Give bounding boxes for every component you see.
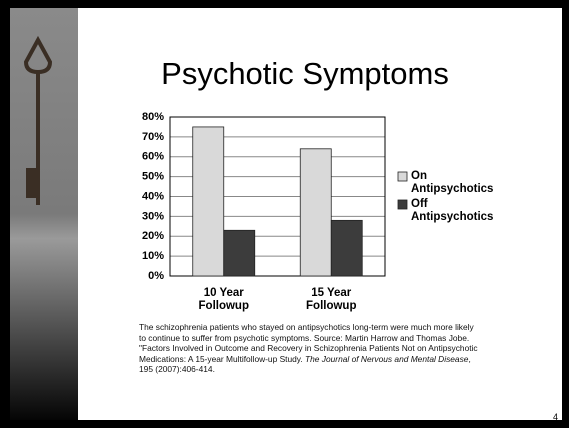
- legend-label: On Antipsychotics: [411, 170, 506, 196]
- y-tick-label: 80%: [142, 111, 164, 123]
- slide: 0% 10% 20% 30% 40% 50% 60% 70% 80% Psychotic Sym…: [0, 0, 569, 428]
- legend-label: Off Antipsychotics: [411, 198, 506, 224]
- caption-journal: The Journal of Nervous and Mental Diseas…: [305, 354, 468, 364]
- y-tick-label: 50%: [142, 171, 164, 183]
- legend-swatch: [398, 172, 407, 181]
- y-tick-label: 60%: [142, 151, 164, 163]
- legend-swatch: [398, 200, 407, 209]
- page-number: 4: [553, 412, 558, 422]
- bar: [300, 149, 331, 276]
- bar: [331, 220, 362, 276]
- bar: [193, 127, 224, 276]
- y-tick-label: 0%: [148, 270, 164, 282]
- bar: [224, 230, 255, 276]
- x-tick-label: 15 Year Followup: [296, 287, 366, 313]
- caption: The schizophrenia patients who stayed on…: [139, 322, 479, 375]
- y-tick-label: 70%: [142, 131, 164, 143]
- y-tick-label: 20%: [142, 230, 164, 242]
- y-tick-label: 40%: [142, 190, 164, 202]
- y-tick-label: 10%: [142, 250, 164, 262]
- x-tick-label: 10 Year Followup: [189, 287, 259, 313]
- chart-title: Psychotic Symptoms: [100, 56, 510, 92]
- y-tick-label: 30%: [142, 210, 164, 222]
